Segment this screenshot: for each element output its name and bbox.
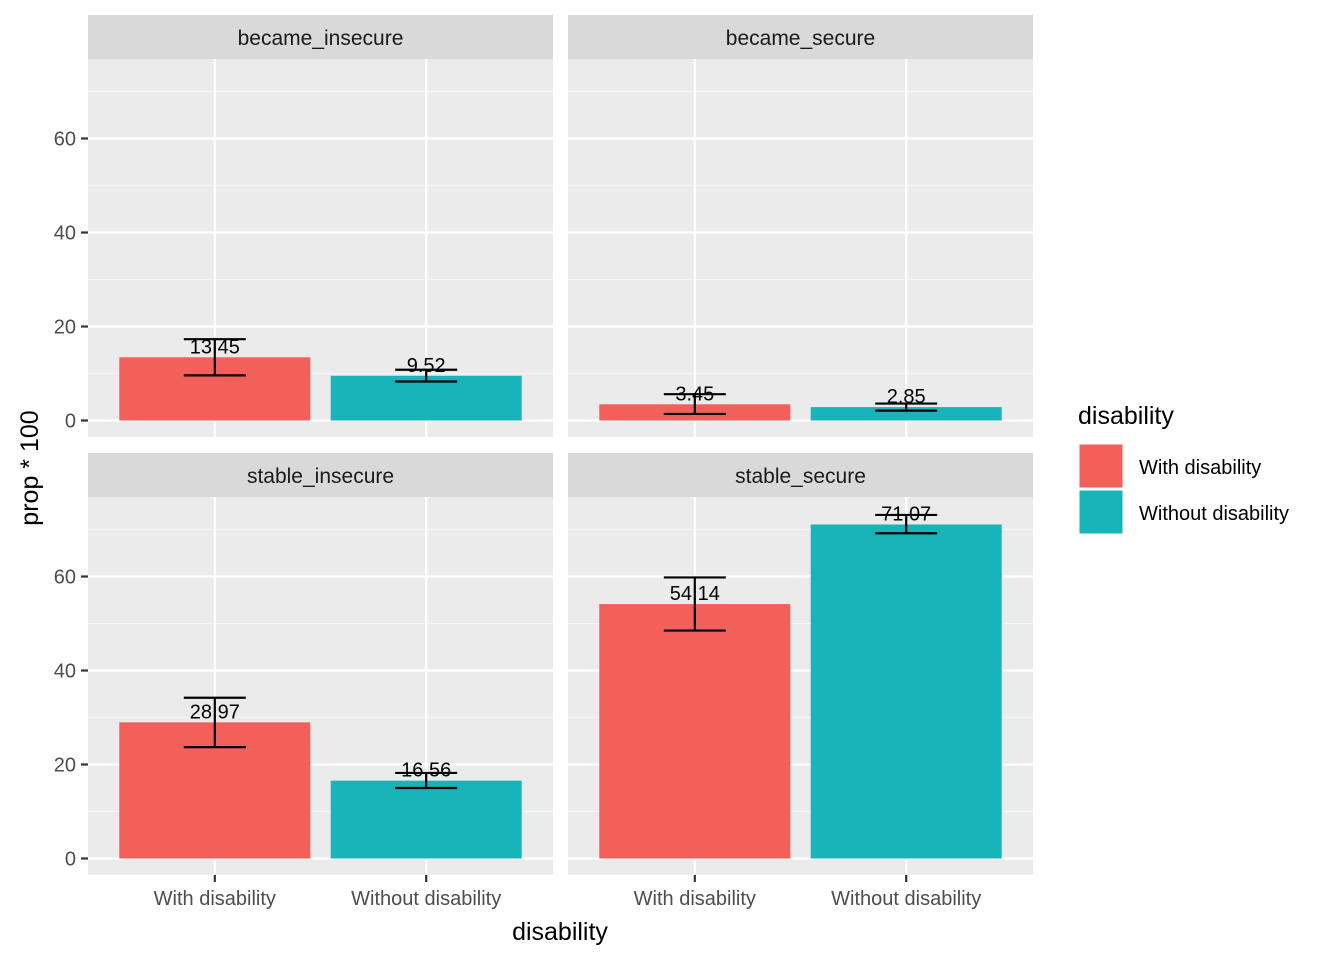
facet-strip: [568, 453, 1033, 497]
bar-without-disability: [810, 407, 1002, 421]
bar-without-disability: [810, 524, 1002, 859]
bar-without-disability: [330, 780, 522, 859]
axes: 0 20 40 60 0 20 40 60 With disability Without dis…: [54, 129, 981, 911]
data-label: 2.85: [887, 386, 926, 408]
panel-background: [568, 59, 1033, 437]
facet-strip: [88, 15, 553, 59]
y-tick-label: 40: [54, 661, 76, 683]
y-tick-label: 0: [65, 849, 76, 871]
y-tick-label: 20: [54, 755, 76, 777]
facet-strip-label: became_insecure: [238, 27, 404, 50]
facet-panels: became_insecure 13.45 9.52 became_secure 3.4…: [88, 15, 1033, 875]
legend-key-without-disability: [1078, 489, 1124, 535]
data-label: 28.97: [190, 701, 240, 723]
data-label: 71.07: [881, 503, 931, 525]
y-tick-label: 0: [65, 411, 76, 433]
data-label: 3.45: [675, 383, 714, 405]
facet-panel-stable-secure: stable_secure 54.14 71.07: [568, 453, 1033, 875]
facet-strip: [568, 15, 1033, 59]
y-tick-label: 40: [54, 223, 76, 245]
x-tick-label: Without disability: [351, 888, 501, 910]
bar-without-disability: [330, 375, 522, 421]
data-label: 16.56: [401, 760, 451, 782]
bar-with-disability: [599, 604, 791, 859]
facet-strip-label: stable_insecure: [247, 465, 394, 488]
facet-strip-label: stable_secure: [735, 465, 866, 488]
data-label: 9.52: [407, 355, 446, 377]
legend-label-with-disability: With disability: [1139, 457, 1261, 479]
facet-strip: [88, 453, 553, 497]
y-tick-label: 60: [54, 567, 76, 589]
legend-label-without-disability: Without disability: [1139, 503, 1289, 525]
x-tick-label: With disability: [154, 888, 276, 910]
x-tick-label: Without disability: [831, 888, 981, 910]
facet-panel-became-insecure: became_insecure 13.45 9.52: [88, 15, 553, 437]
x-tick-label: With disability: [634, 888, 756, 910]
y-tick-label: 60: [54, 129, 76, 151]
facet-panel-became-secure: became_secure 3.45 2.85: [568, 15, 1033, 437]
y-axis-title: prop * 100: [16, 410, 44, 525]
legend-title: disability: [1078, 402, 1174, 430]
facet-strip-label: became_secure: [726, 27, 875, 50]
data-label: 54.14: [670, 583, 720, 605]
facet-panel-stable-insecure: stable_insecure 28.97 16.56: [88, 453, 553, 875]
y-tick-label: 20: [54, 317, 76, 339]
x-axis-title: disability: [512, 918, 608, 946]
legend: disability With disability Without disab…: [1078, 402, 1289, 535]
legend-key-with-disability: [1078, 443, 1124, 489]
data-label: 13.45: [190, 336, 240, 358]
